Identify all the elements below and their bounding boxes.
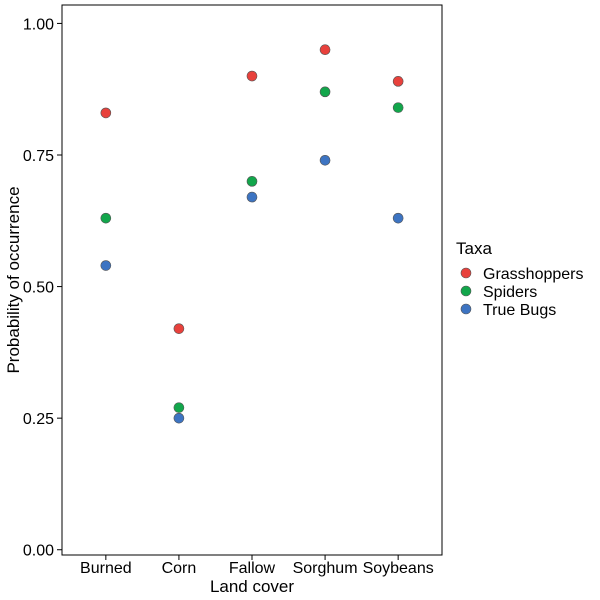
data-point bbox=[392, 76, 404, 87]
x-tick-label: Fallow bbox=[229, 560, 276, 577]
data-point bbox=[100, 212, 112, 224]
data-point bbox=[173, 412, 185, 424]
data-point bbox=[173, 323, 185, 334]
legend-label: True Bugs bbox=[483, 302, 556, 319]
y-tick-label: 0.50 bbox=[23, 280, 54, 297]
data-point bbox=[100, 260, 112, 271]
x-tick-label: Sorghum bbox=[293, 560, 358, 577]
y-tick-label: 0.25 bbox=[23, 411, 54, 428]
legend-key bbox=[460, 285, 472, 297]
legend-label: Grasshoppers bbox=[483, 266, 584, 283]
x-tick-label: Corn bbox=[162, 560, 197, 577]
legend-key bbox=[460, 303, 472, 315]
x-axis-title: Land cover bbox=[210, 577, 294, 596]
y-tick-label: 0.00 bbox=[23, 543, 54, 560]
legend-title: Taxa bbox=[456, 239, 492, 258]
data-point bbox=[392, 212, 404, 224]
data-point bbox=[319, 154, 331, 166]
data-point bbox=[246, 191, 258, 203]
x-tick-label: Burned bbox=[80, 560, 132, 577]
plot-panel bbox=[61, 4, 443, 556]
y-tick-label: 1.00 bbox=[23, 16, 54, 33]
y-axis-title: Probability of occurrence bbox=[4, 186, 23, 373]
data-point bbox=[246, 70, 258, 82]
data-point bbox=[100, 107, 112, 119]
x-axis: Burned Corn Fallow Sorghum Soybeans bbox=[80, 555, 434, 577]
x-tick-label: Soybeans bbox=[363, 560, 434, 577]
data-point bbox=[173, 402, 185, 413]
y-tick-label: 0.75 bbox=[23, 148, 54, 165]
y-axis: 0.00 0.25 0.50 0.75 1.00 bbox=[23, 16, 62, 560]
data-point bbox=[246, 176, 258, 187]
data-point bbox=[319, 44, 331, 56]
data-point bbox=[319, 86, 331, 98]
data-point bbox=[392, 102, 404, 113]
legend-key bbox=[460, 267, 472, 279]
legend-label: Spiders bbox=[483, 284, 537, 301]
data-points bbox=[100, 44, 404, 424]
